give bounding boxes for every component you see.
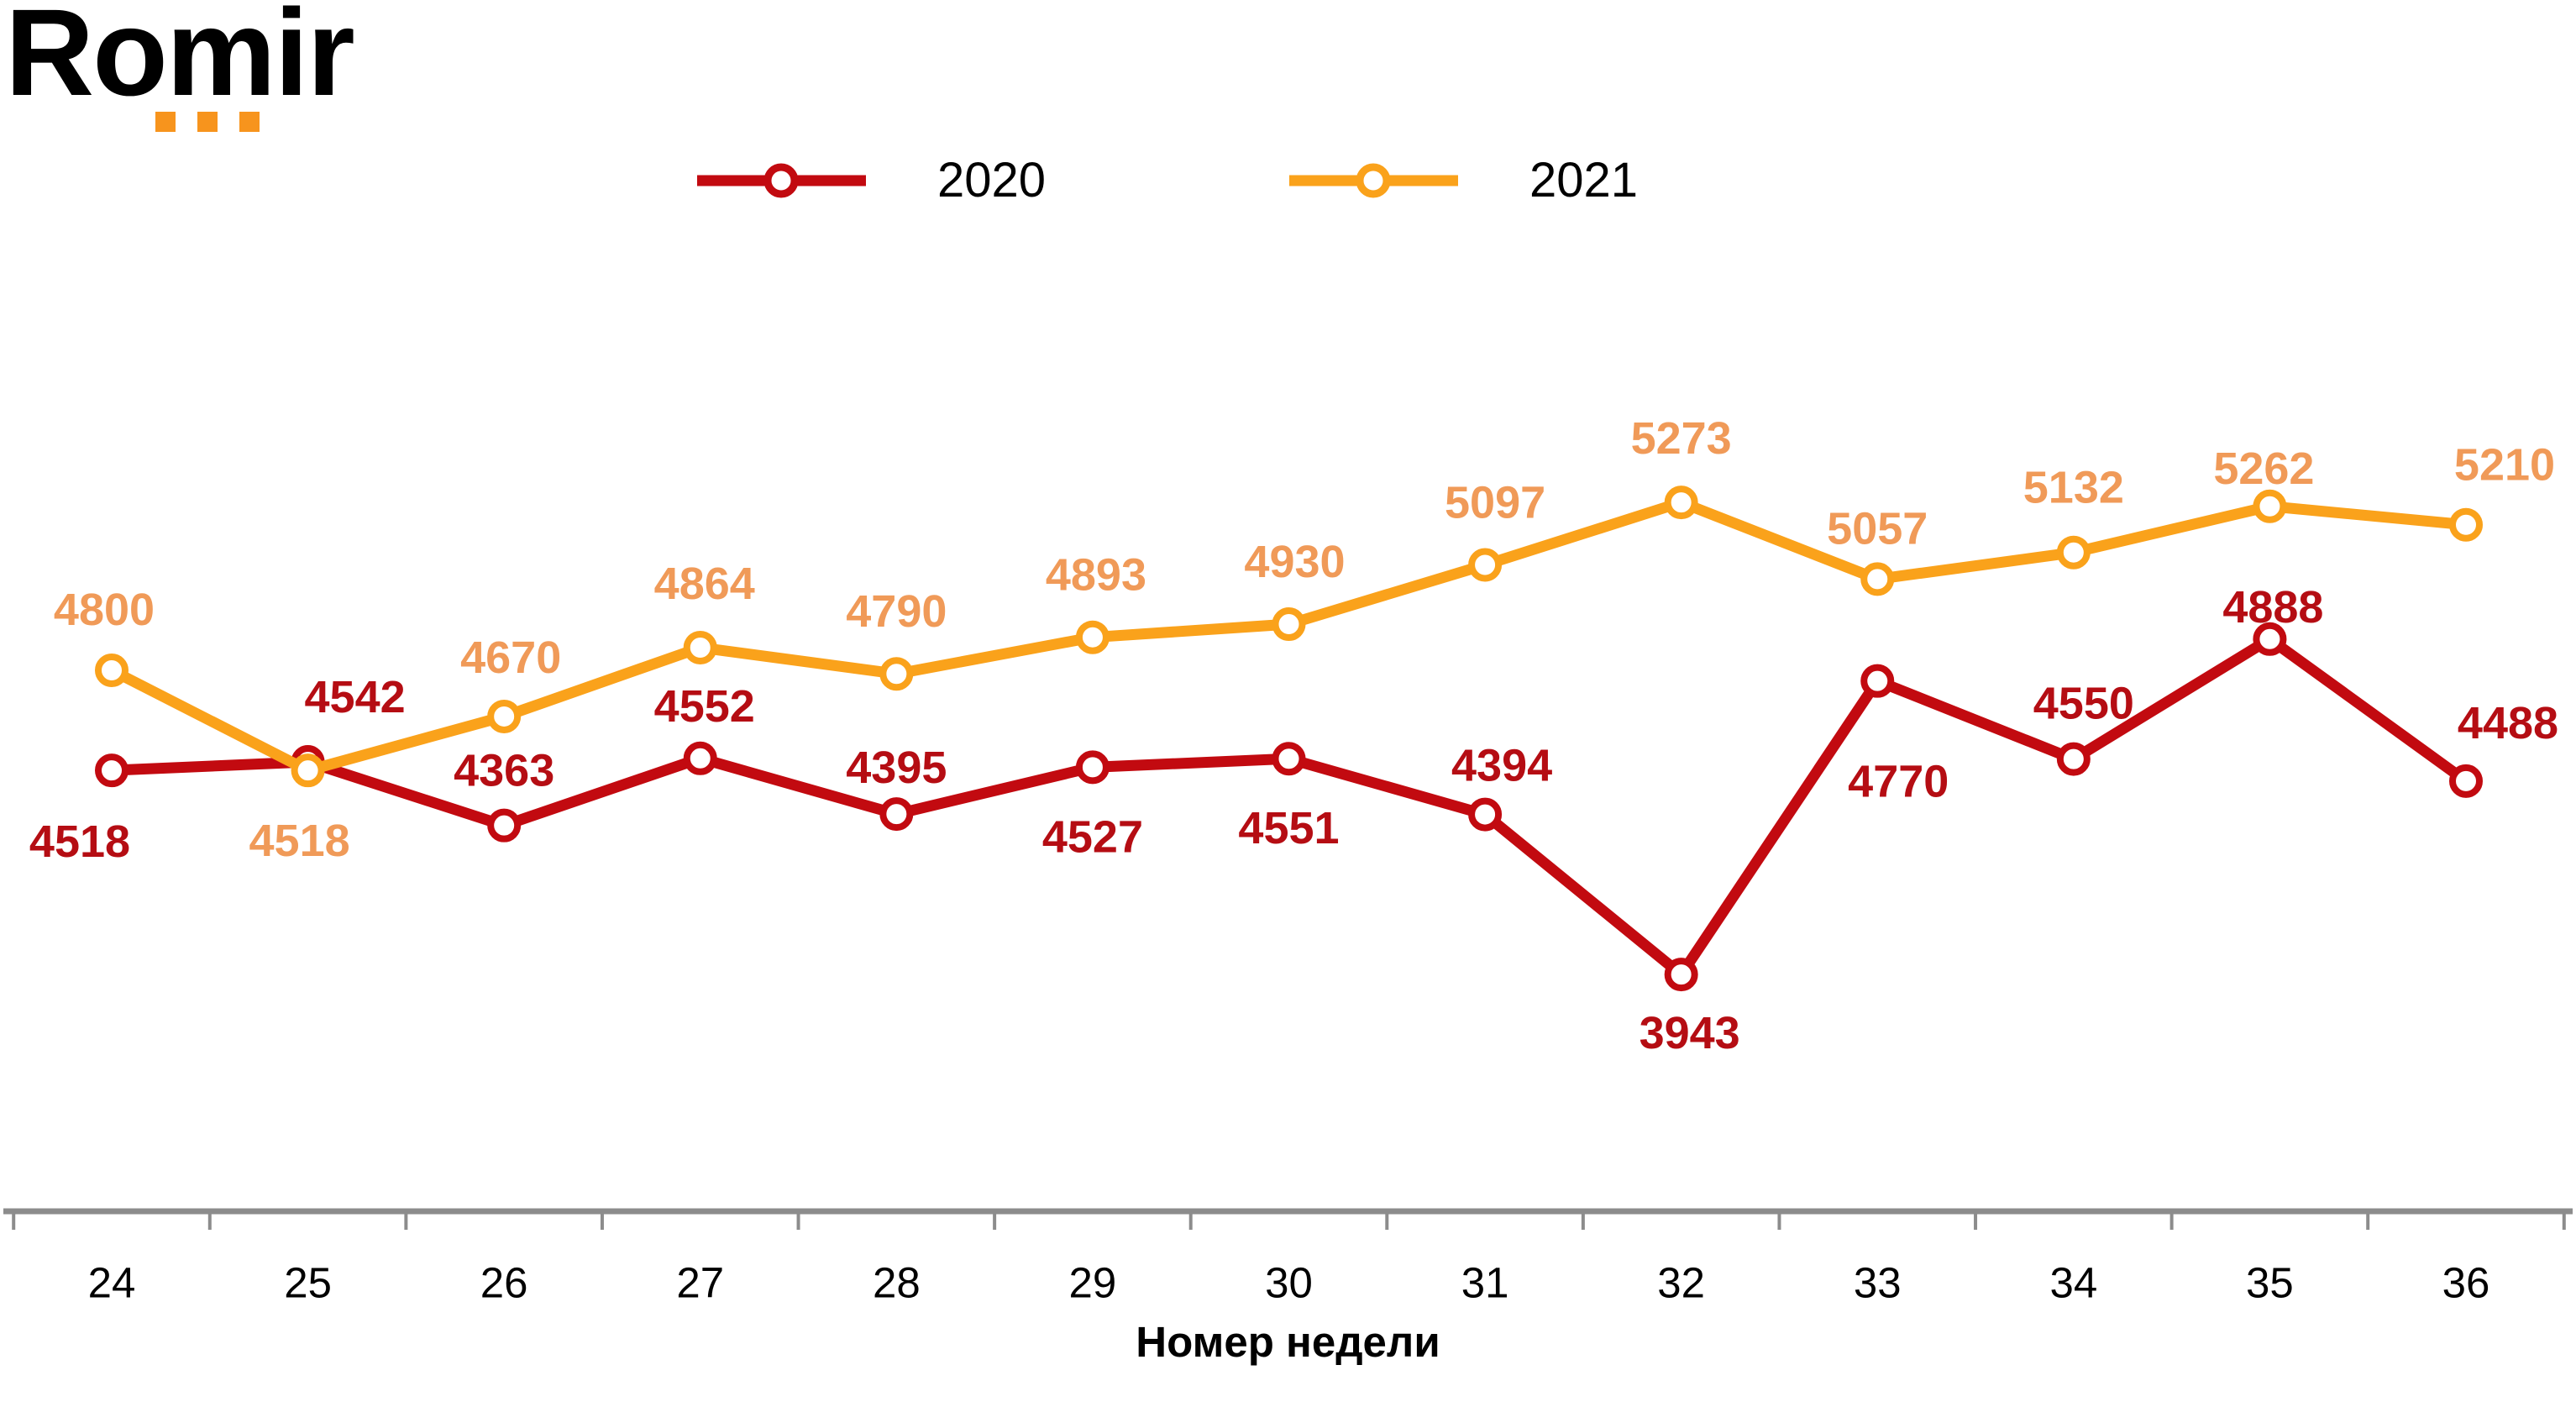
marker-2020-w29: [1075, 750, 1110, 785]
logo-dot: [239, 112, 260, 132]
marker-2020-w33: [1860, 664, 1895, 698]
value-label-2020-w34: 4550: [2033, 679, 2134, 729]
marker-2021-w31: [1468, 548, 1503, 582]
x-tick-label-36: 36: [2442, 1259, 2490, 1307]
logo-dot: [155, 112, 176, 132]
romir-logo: Romir: [5, 0, 355, 122]
marker-2020-w36: [2448, 764, 2483, 798]
value-label-2020-w24: 4518: [29, 816, 130, 867]
value-label-2020-w35: 4888: [2222, 582, 2323, 633]
x-tick-label-28: 28: [873, 1259, 921, 1307]
value-label-2021-w26: 4670: [460, 633, 561, 683]
marker-2021-w28: [879, 657, 914, 691]
marker-2020-w32: [1664, 958, 1698, 992]
marker-2020-w34: [2056, 742, 2091, 776]
x-tick-label-29: 29: [1069, 1259, 1117, 1307]
value-label-2020-w31: 4394: [1451, 741, 1552, 791]
value-label-2021-w35: 5262: [2213, 444, 2314, 494]
value-label-2020-w36: 4488: [2458, 698, 2558, 748]
x-tick-label-30: 30: [1265, 1259, 1313, 1307]
marker-2021-w34: [2056, 535, 2091, 570]
value-label-2021-w32: 5273: [1631, 413, 1732, 464]
x-axis-title: Номер недели: [1136, 1318, 1440, 1366]
marker-2020-w35: [2253, 622, 2287, 656]
value-label-2020-w25: 4542: [305, 672, 406, 722]
marker-2021-w25: [291, 753, 325, 788]
value-label-2021-w36: 5210: [2454, 440, 2555, 491]
marker-2021-w36: [2448, 507, 2483, 542]
x-tick-label-26: 26: [480, 1259, 528, 1307]
marker-2021-w32: [1664, 486, 1698, 520]
marker-2021-w35: [2253, 489, 2287, 523]
x-tick-label-31: 31: [1461, 1259, 1509, 1307]
legend-item-2021: 2021: [1289, 156, 1638, 205]
value-label-2021-w34: 5132: [2023, 463, 2124, 513]
value-label-2021-w29: 4893: [1046, 550, 1146, 601]
marker-2020-w24: [95, 753, 129, 788]
legend-item-2020: 2020: [697, 156, 1046, 205]
value-label-2021-w33: 5057: [1827, 503, 1928, 554]
romir-logo-dots: [155, 112, 260, 132]
value-label-2020-w33: 4770: [1848, 757, 1949, 807]
value-label-2021-w24: 4800: [54, 585, 155, 635]
legend-swatch-2021-icon: [1289, 163, 1459, 198]
logo-dot: [197, 112, 218, 132]
marker-2021-w24: [95, 654, 129, 687]
value-label-2021-w28: 4790: [846, 586, 947, 637]
value-label-2021-w31: 5097: [1445, 477, 1545, 528]
marker-2020-w27: [683, 741, 717, 775]
value-label-2020-w30: 4551: [1238, 803, 1339, 853]
value-label-2021-w25: 4518: [249, 816, 350, 866]
value-label-2020-w32: 3943: [1640, 1008, 1740, 1058]
marker-2021-w29: [1075, 620, 1110, 654]
x-tick-label-27: 27: [676, 1259, 724, 1307]
marker-2021-w27: [683, 630, 717, 664]
marker-2021-w30: [1272, 607, 1306, 642]
x-tick-label-24: 24: [88, 1259, 136, 1307]
x-tick-label-34: 34: [2049, 1259, 2097, 1307]
legend-swatch-2020-icon: [697, 163, 866, 198]
marker-2021-w33: [1860, 562, 1895, 596]
marker-2020-w26: [487, 808, 522, 843]
value-label-2020-w27: 4552: [654, 681, 755, 732]
legend-label-2021: 2021: [1529, 153, 1639, 207]
x-tick-label-32: 32: [1657, 1259, 1705, 1307]
marker-2021-w26: [487, 699, 522, 733]
legend-label-2020: 2020: [937, 153, 1047, 207]
value-label-2020-w29: 4527: [1042, 811, 1143, 862]
value-label-2020-w28: 4395: [846, 743, 947, 793]
marker-2020-w30: [1272, 742, 1306, 776]
x-tick-label-35: 35: [2246, 1259, 2294, 1307]
x-tick-label-33: 33: [1854, 1259, 1902, 1307]
marker-2020-w28: [879, 797, 914, 832]
value-label-2020-w26: 4363: [454, 746, 554, 796]
value-label-2021-w27: 4864: [654, 559, 755, 609]
legend: 2020 2021: [697, 156, 1638, 205]
value-label-2021-w30: 4930: [1244, 537, 1345, 587]
marker-2020-w31: [1468, 797, 1503, 832]
x-tick-label-25: 25: [284, 1259, 332, 1307]
